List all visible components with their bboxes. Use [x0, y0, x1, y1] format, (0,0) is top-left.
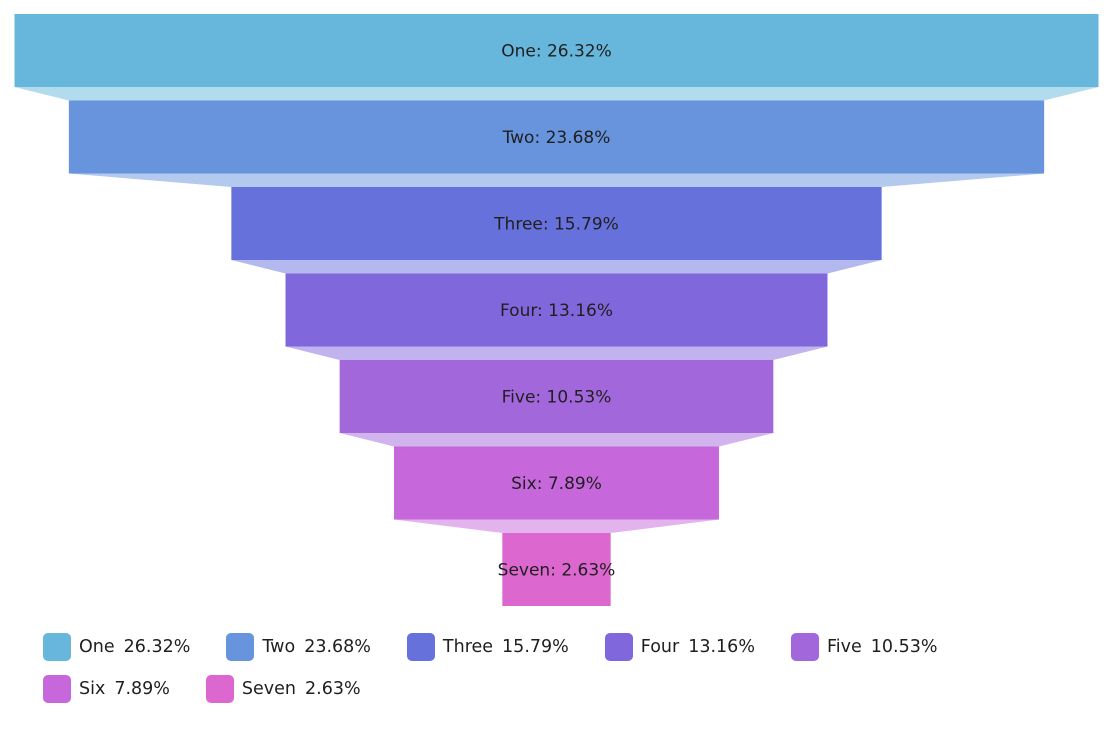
legend-label: Three [442, 637, 494, 657]
funnel-plot: One: 26.32% Two: 23.68% Three: 15.79% Four:… [14, 14, 1099, 606]
legend-swatch [43, 633, 71, 661]
slice-label-five: Five: 10.53% [502, 388, 612, 408]
legend-label: Five [826, 637, 862, 657]
legend-item-six[interactable]: Six 7.89% [43, 675, 170, 703]
slice-label-seven: Seven: 2.63% [498, 561, 616, 581]
legend-swatch [226, 633, 255, 661]
legend: One 26.32% Two 23.68% Three 15.79% Four 13.16% F… [43, 633, 1093, 703]
legend-label: Four [640, 637, 680, 657]
legend-label: Two [262, 637, 296, 657]
legend-item-five[interactable]: Five 10.53% [790, 633, 938, 661]
legend-item-seven[interactable]: Seven 2.63% [205, 675, 361, 703]
legend-value: 26.32% [123, 637, 191, 657]
funnel-link-6 [394, 519, 719, 533]
legend-swatch [406, 633, 435, 661]
legend-item-two[interactable]: Two 23.68% [226, 633, 371, 661]
slice-label-one: One: 26.32% [501, 42, 612, 62]
funnel-link-3 [231, 260, 882, 274]
funnel-slice-six[interactable] [394, 446, 719, 520]
funnel-slice-three[interactable] [231, 187, 882, 260]
legend-value: 10.53% [870, 637, 938, 657]
funnel-slice-seven[interactable] [502, 533, 611, 606]
funnel-slice-two[interactable] [68, 100, 1045, 174]
legend-value: 15.79% [502, 637, 569, 657]
legend-item-one[interactable]: One 26.32% [43, 633, 190, 661]
legend-value: 2.63% [305, 679, 361, 699]
legend-value: 7.89% [114, 679, 170, 699]
legend-label: Six [79, 679, 106, 699]
funnel-slice-one[interactable] [14, 14, 1099, 87]
funnel-link-1 [14, 87, 1099, 101]
legend-swatch [205, 675, 234, 703]
legend-label: Seven [241, 679, 297, 699]
slice-label-six: Six: 7.89% [511, 474, 602, 494]
legend-label: One [79, 637, 115, 657]
legend-item-three[interactable]: Three 15.79% [406, 633, 569, 661]
funnel-link-2 [68, 173, 1045, 187]
funnel-slice-four[interactable] [285, 273, 828, 347]
slice-label-three: Three: 15.79% [493, 215, 619, 235]
funnel-slice-five[interactable] [339, 360, 774, 433]
funnel-link-4 [285, 346, 828, 360]
legend-item-four[interactable]: Four 13.16% [604, 633, 755, 661]
legend-value: 13.16% [688, 637, 755, 657]
slice-label-four: Four: 13.16% [500, 301, 613, 321]
funnel-link-5 [339, 433, 774, 447]
legend-value: 23.68% [304, 637, 371, 657]
legend-swatch [43, 675, 71, 703]
legend-swatch [604, 633, 633, 661]
legend-swatch [790, 633, 819, 661]
slice-label-two: Two: 23.68% [502, 128, 611, 148]
